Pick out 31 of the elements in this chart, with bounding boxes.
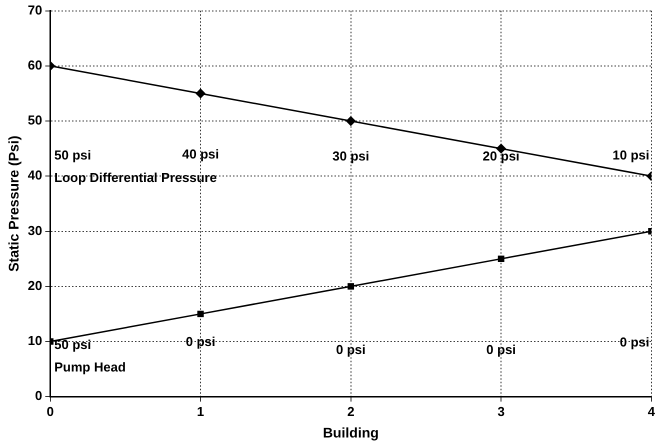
y-tick-label: 70 (28, 2, 42, 18)
annotation: 0 psi (486, 342, 516, 357)
point (498, 256, 504, 262)
y-tick-label: 0 (35, 388, 42, 404)
y-axis-title: Static Pressure (Psi) (5, 136, 22, 272)
y-tick-label: 40 (28, 168, 42, 183)
y-tick-label: 30 (28, 222, 42, 238)
point (196, 88, 206, 98)
point (346, 116, 356, 126)
y-tick-label: 10 (28, 333, 42, 348)
point (348, 283, 354, 290)
annotation: 40 psi (182, 146, 219, 162)
y-tick-label: 50 (28, 112, 42, 128)
annotation: 10 psi (612, 147, 650, 162)
x-tick-label: 1 (196, 404, 204, 419)
point (197, 310, 204, 318)
x-tick-label: 2 (347, 404, 354, 419)
annotation: 0 psi (186, 334, 216, 349)
annotation: 0 psi (620, 334, 650, 350)
annotation: Pump Head (54, 360, 126, 375)
annotation: 50 psi (54, 147, 92, 162)
annotation: 20 psi (482, 148, 520, 164)
annotation: Loop Differential Pressure (54, 170, 217, 185)
annotation: 30 psi (332, 148, 370, 164)
x-tick-label: 3 (497, 404, 505, 419)
x-tick-label: 4 (648, 404, 656, 419)
x-tick-label: 0 (46, 404, 54, 419)
annotation: 0 psi (336, 342, 366, 357)
y-tick-label: 60 (28, 57, 42, 72)
y-tick-label: 20 (28, 278, 42, 293)
x-axis-title: Building (322, 424, 379, 440)
